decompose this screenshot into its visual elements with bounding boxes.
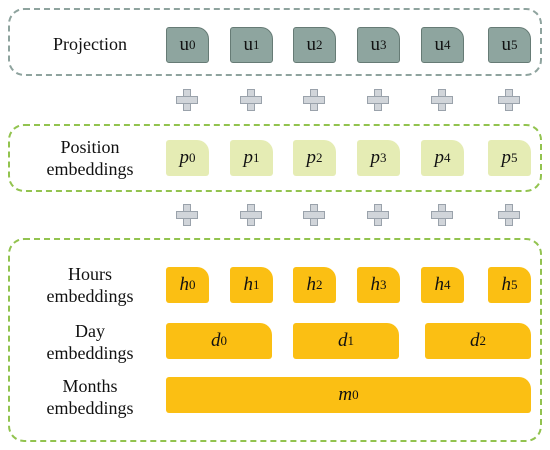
months-embeddings-label: Months embeddings — [46, 376, 134, 418]
plus-icon — [498, 204, 520, 226]
plus-icon — [367, 204, 389, 226]
position-embeddings-group — [8, 124, 542, 192]
plus-icon — [431, 89, 453, 111]
projection-label: Projection — [53, 34, 127, 54]
plus-icon — [303, 89, 325, 111]
plus-icon — [498, 89, 520, 111]
time-embeddings-group — [8, 238, 542, 442]
day-embeddings-label: Day embeddings — [46, 321, 134, 363]
plus-icon — [367, 89, 389, 111]
plus-icon — [431, 204, 453, 226]
plus-icon — [240, 204, 262, 226]
plus-icon — [240, 89, 262, 111]
plus-icon — [176, 204, 198, 226]
plus-icon — [176, 89, 198, 111]
position-embeddings-label: Position embeddings — [46, 137, 134, 179]
plus-icon — [303, 204, 325, 226]
projection-group — [8, 8, 542, 76]
hours-embeddings-label: Hours embeddings — [46, 264, 134, 306]
